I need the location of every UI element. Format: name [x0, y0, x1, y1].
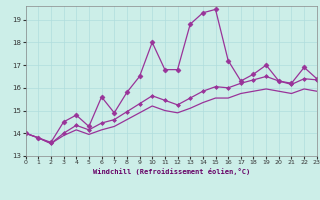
X-axis label: Windchill (Refroidissement éolien,°C): Windchill (Refroidissement éolien,°C): [92, 168, 250, 175]
